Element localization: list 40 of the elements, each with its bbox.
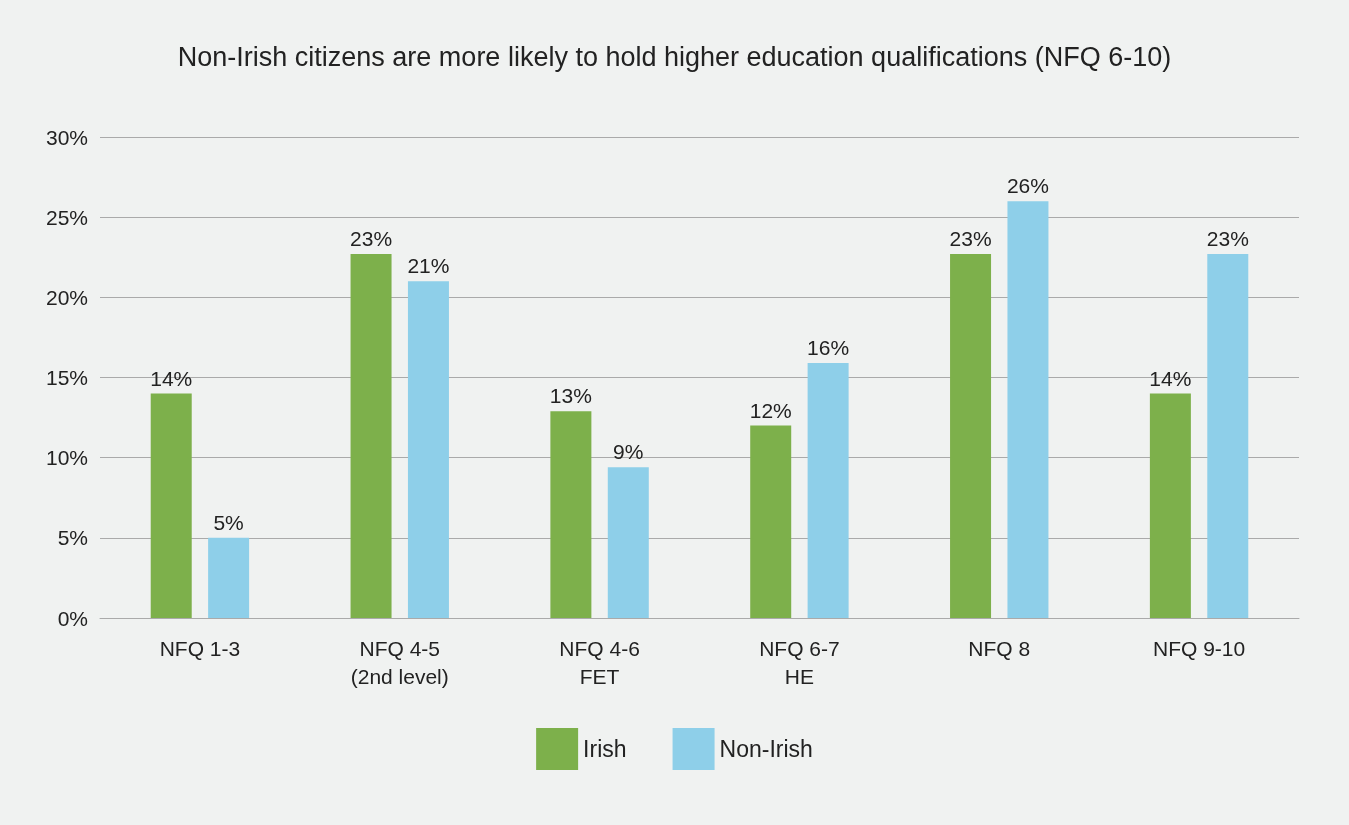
data-label: 12% [749,398,792,422]
bar [150,393,192,618]
y-tick-label: 0% [57,606,88,630]
bar [750,425,792,618]
bar [1149,393,1191,618]
data-label: 16% [807,336,850,360]
data-label: 5% [213,510,244,534]
chart-title: Non-Irish citizens are more likely to hold higher education qualifications (NFQ 6-10) [177,41,1172,72]
y-tick-label: 30% [45,125,88,149]
x-tick-label: NFQ 1-3 [159,636,241,660]
data-label: 23% [1206,227,1249,251]
data-label: 13% [549,384,592,408]
data-label: 23% [949,227,992,251]
y-tick-label: 20% [45,285,88,309]
y-tick-label: 15% [45,366,88,389]
bar [950,254,992,618]
data-label: 23% [350,227,393,251]
bar [407,281,449,618]
data-label: 21% [407,254,450,278]
data-label: 14% [1149,366,1192,390]
x-tick-label: NFQ 4-5 (2nd level) [350,636,449,688]
x-tick-label: NFQ 9-10 [1152,636,1246,660]
x-tick-label: NFQ 4-6 FET [559,636,640,688]
legend-label: Irish [583,736,627,762]
y-tick-label: 5% [57,526,88,550]
legend-label: Non-Irish [719,736,813,762]
bar [350,254,392,618]
x-tick-label: NFQ 6-7 HE [759,636,840,688]
data-label: 9% [613,440,644,464]
data-label: 14% [150,366,193,390]
bar [1207,254,1249,618]
bar [208,537,250,618]
x-tick-label: NFQ 8 [968,636,1031,660]
bar [550,411,592,618]
bar [607,467,649,618]
data-label: 26% [1006,174,1049,198]
bar [1007,201,1049,618]
bar [807,363,849,618]
y-tick-label: 10% [45,446,88,470]
y-tick-label: 25% [45,205,88,229]
